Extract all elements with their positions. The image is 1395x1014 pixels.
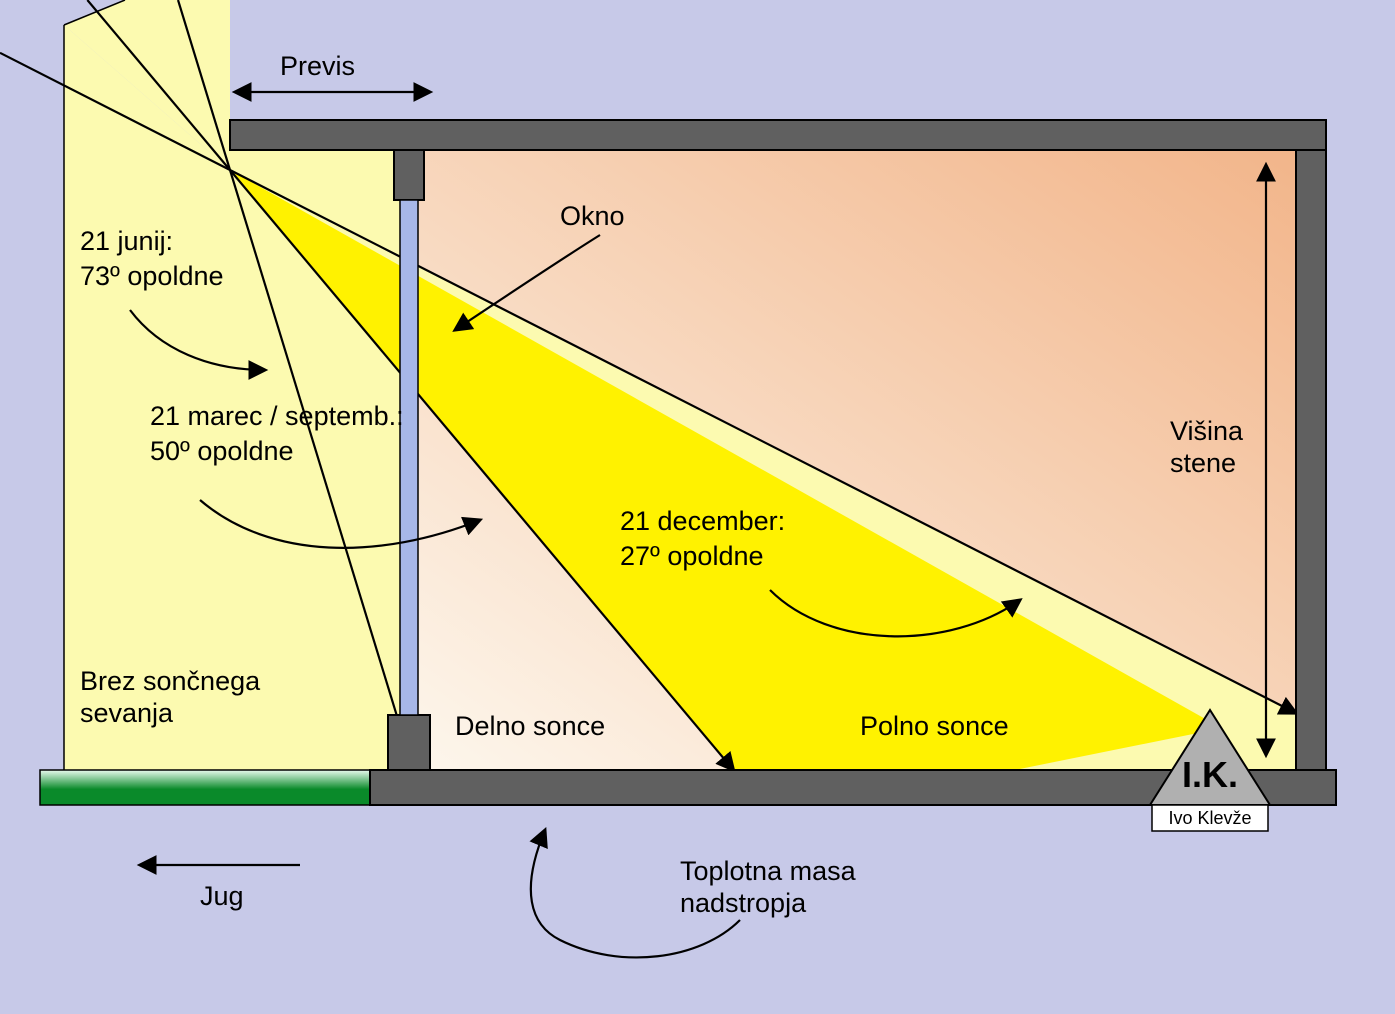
window-head [394,150,424,200]
label-thermal-1: Toplotna masa [680,856,857,886]
label-full: Polno sonce [860,711,1009,741]
label-south: Jug [200,881,244,911]
roof [230,120,1326,150]
label-wallh-1: Višina [1170,416,1244,446]
label-okno: Okno [560,201,625,231]
label-june-2: 73º opoldne [80,261,224,291]
label-thermal-2: nadstropja [680,888,807,918]
label-nosun-1: Brez sončnega [80,666,261,696]
window-glass [400,200,418,715]
label-sign-name: Ivo Klevže [1168,808,1251,828]
label-wallh-2: stene [1170,448,1236,478]
grass [40,770,380,805]
label-previs: Previs [280,51,355,81]
label-dec-2: 27º opoldne [620,541,764,571]
window-sill [388,715,430,770]
label-equinox-2: 50º opoldne [150,436,294,466]
label-june-1: 21 junij: [80,226,173,256]
right-wall [1296,120,1326,770]
label-partial: Delno sonce [455,711,605,741]
label-equinox-1: 21 marec / septemb.: [150,401,404,431]
label-sign-initials: I.K. [1182,754,1238,795]
label-dec-1: 21 december: [620,506,785,536]
label-nosun-2: sevanja [80,698,174,728]
